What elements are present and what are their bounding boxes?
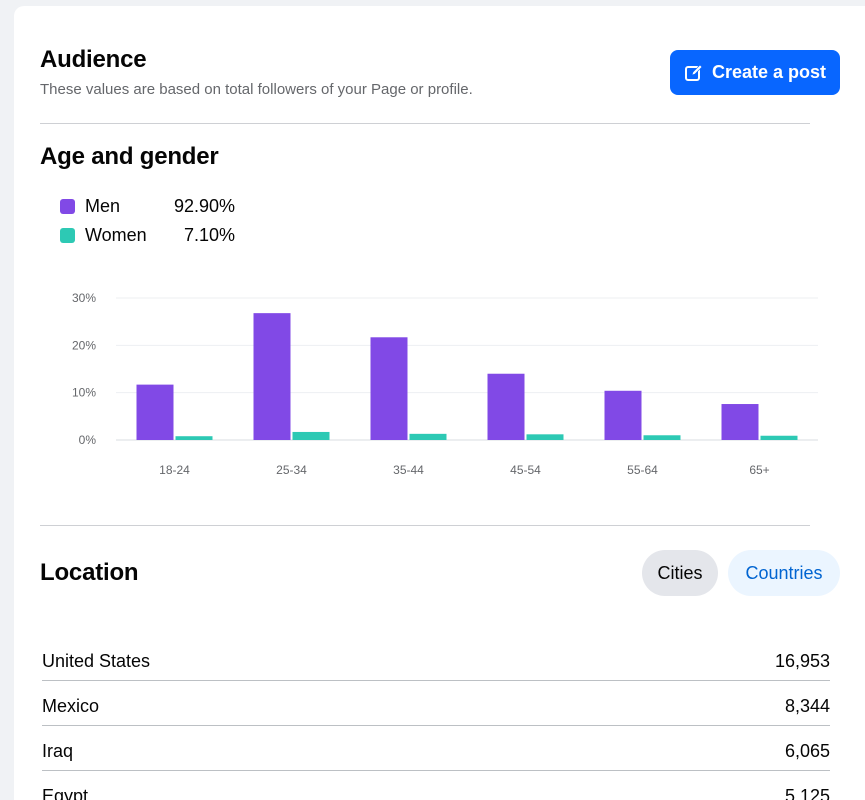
age-gender-chart: 0% 10% 20% 30% 18-24 25-34 35-44 45-54 55-64 65+ (72, 291, 818, 477)
create-post-button[interactable]: Create a post (670, 50, 840, 95)
tab-countries[interactable]: Countries (728, 550, 840, 596)
audience-title: Audience (40, 46, 147, 73)
legend-swatch-men (60, 199, 75, 214)
bar-women (175, 436, 213, 440)
bar-men (136, 384, 174, 440)
location-name: Egypt (42, 785, 89, 800)
location-count: 16,953 (774, 650, 830, 671)
audience-subtitle: These values are based on total follower… (40, 81, 473, 98)
x-tick-label: 45-54 (510, 463, 541, 477)
location-row: Mexico 8,344 (42, 681, 830, 726)
chart-legend: Men 92.90% Women 7.10% (60, 192, 235, 250)
legend-value-men: 92.90% (173, 196, 235, 216)
legend-label-men: Men (85, 196, 121, 216)
x-tick-label: 25-34 (276, 463, 307, 477)
bar-women (292, 431, 330, 440)
location-count: 6,065 (784, 740, 830, 761)
x-tick-label: 55-64 (627, 463, 658, 477)
legend-label-women: Women (85, 225, 147, 245)
legend-item-men: Men 92.90% (60, 192, 235, 221)
bar-men (370, 337, 408, 440)
location-count: 5,125 (784, 785, 830, 800)
y-tick-label: 20% (72, 338, 96, 352)
bar-men (253, 313, 291, 440)
y-tick-label: 0% (79, 433, 97, 447)
age-gender-title: Age and gender (40, 143, 219, 170)
location-name: United States (42, 650, 151, 671)
edit-icon (684, 63, 704, 83)
divider (40, 123, 810, 124)
legend-item-women: Women 7.10% (60, 221, 235, 250)
y-tick-label: 10% (72, 386, 96, 400)
location-name: Iraq (42, 740, 74, 761)
bar-men (721, 404, 759, 440)
location-title: Location (40, 559, 139, 586)
location-row: Egypt 5,125 (42, 771, 830, 800)
tab-cities[interactable]: Cities (642, 550, 718, 596)
x-tick-label: 65+ (749, 463, 769, 477)
location-row: United States 16,953 (42, 636, 830, 681)
bar-women (409, 433, 447, 440)
legend-swatch-women (60, 228, 75, 243)
bar-men (487, 373, 525, 440)
legend-value-women: 7.10% (183, 225, 235, 245)
bar-women (643, 435, 681, 440)
audience-card: Audience These values are based on total… (14, 6, 865, 800)
location-row: Iraq 6,065 (42, 726, 830, 771)
bar-women (760, 435, 798, 440)
bar-men (604, 390, 642, 440)
y-tick-label: 30% (72, 291, 96, 305)
bar-women (526, 434, 564, 440)
create-post-label: Create a post (711, 62, 827, 82)
location-name: Mexico (42, 695, 100, 716)
x-tick-label: 18-24 (159, 463, 190, 477)
divider (40, 525, 810, 526)
x-tick-label: 35-44 (393, 463, 424, 477)
location-table: United States 16,953 Mexico 8,344 Iraq 6… (42, 636, 830, 800)
location-count: 8,344 (784, 695, 830, 716)
